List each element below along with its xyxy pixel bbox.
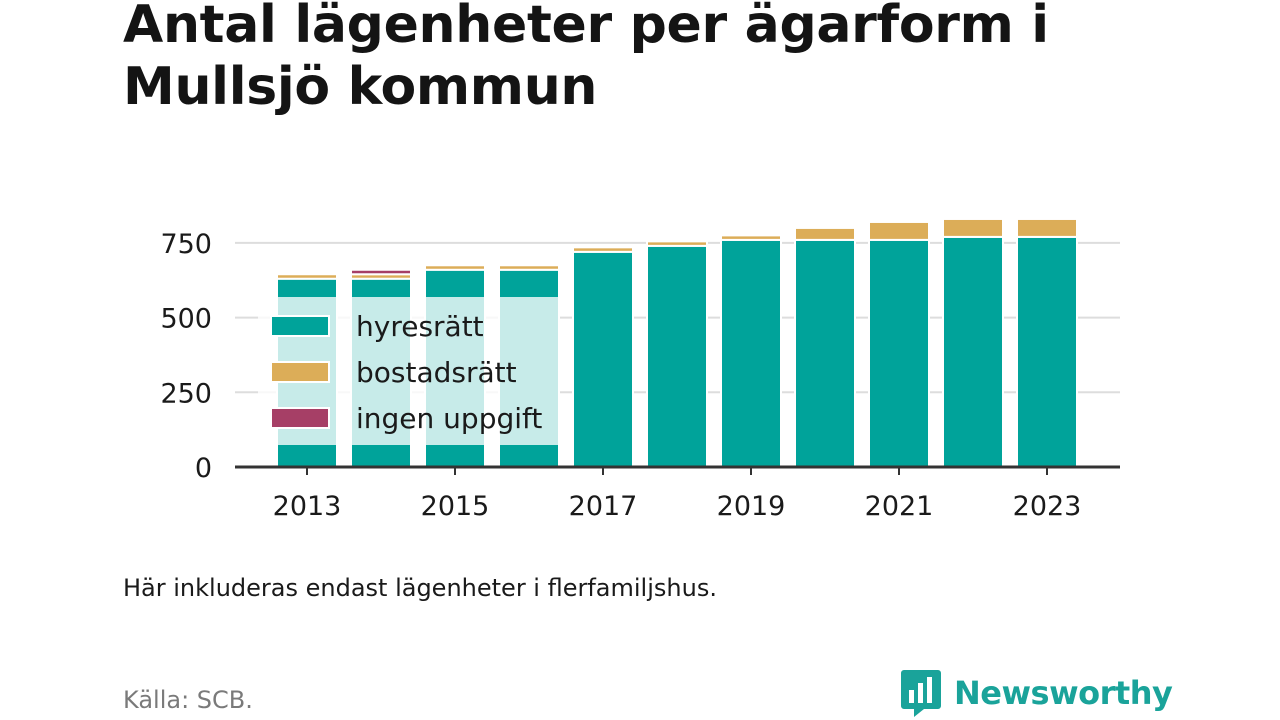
legend-label-hyresratt: hyresrätt [356, 309, 484, 343]
x-tick-label: 2021 [865, 491, 934, 522]
bar-2020-hyresrätt [794, 238, 856, 468]
legend-item-ingen-uppgift: ingen uppgift [270, 395, 542, 441]
legend-swatch-hyresratt [270, 315, 330, 337]
legend-swatch-bostadsratt [270, 361, 330, 383]
y-tick-label: 0 [195, 453, 212, 484]
y-tick-label: 750 [160, 229, 212, 260]
x-tick-label: 2019 [717, 491, 786, 522]
y-tick-label: 250 [160, 378, 212, 409]
brand-name: Newsworthy [954, 674, 1173, 712]
x-tick-label: 2013 [273, 491, 342, 522]
chart-title: Antal lägenheter per ägarform i Mullsjö … [123, 0, 1049, 117]
legend-item-hyresratt: hyresrätt [270, 303, 542, 349]
bar-2021-hyresrätt [868, 238, 930, 468]
y-tick-label: 500 [160, 304, 212, 335]
legend-item-bostadsratt: bostadsrätt [270, 349, 542, 395]
bar-2022-bostadsrätt [942, 217, 1004, 238]
bar-2018-hyresrätt [646, 244, 708, 468]
bar-2018-bostadsrätt [646, 240, 708, 247]
bar-2020-bostadsrätt [794, 226, 856, 241]
bar-2019-hyresrätt [720, 238, 782, 468]
brand[interactable]: Newsworthy [900, 668, 1173, 718]
bar-2017-hyresrätt [572, 250, 634, 468]
legend-label-ingen-uppgift: ingen uppgift [356, 401, 543, 435]
source-text: Källa: SCB. [123, 686, 253, 714]
bar-2021-bostadsrätt [868, 220, 930, 241]
bar-2017-bostadsrätt [572, 246, 634, 253]
newsworthy-logo-icon [901, 670, 941, 717]
legend-label-bostadsratt: bostadsrätt [356, 355, 517, 389]
bar-2023-bostadsrätt [1016, 217, 1078, 238]
x-tick-label: 2015 [421, 491, 490, 522]
bar-2014-ingen-uppgift [350, 268, 412, 276]
legend-swatch-ingen-uppgift [270, 407, 330, 429]
x-tick-label: 2023 [1013, 491, 1082, 522]
bar-2016-bostadsrätt [498, 264, 560, 271]
bar-2013-bostadsrätt [276, 273, 338, 280]
bar-2023-hyresrätt [1016, 235, 1078, 468]
bar-2022-hyresrätt [942, 235, 1004, 468]
chart-note: Här inkluderas endast lägenheter i flerf… [123, 574, 717, 602]
x-tick-label: 2017 [569, 491, 638, 522]
bar-2019-bostadsrätt [720, 234, 782, 241]
legend: hyresrätt bostadsrätt ingen uppgift [270, 303, 542, 441]
bar-2015-bostadsrätt [424, 264, 486, 271]
